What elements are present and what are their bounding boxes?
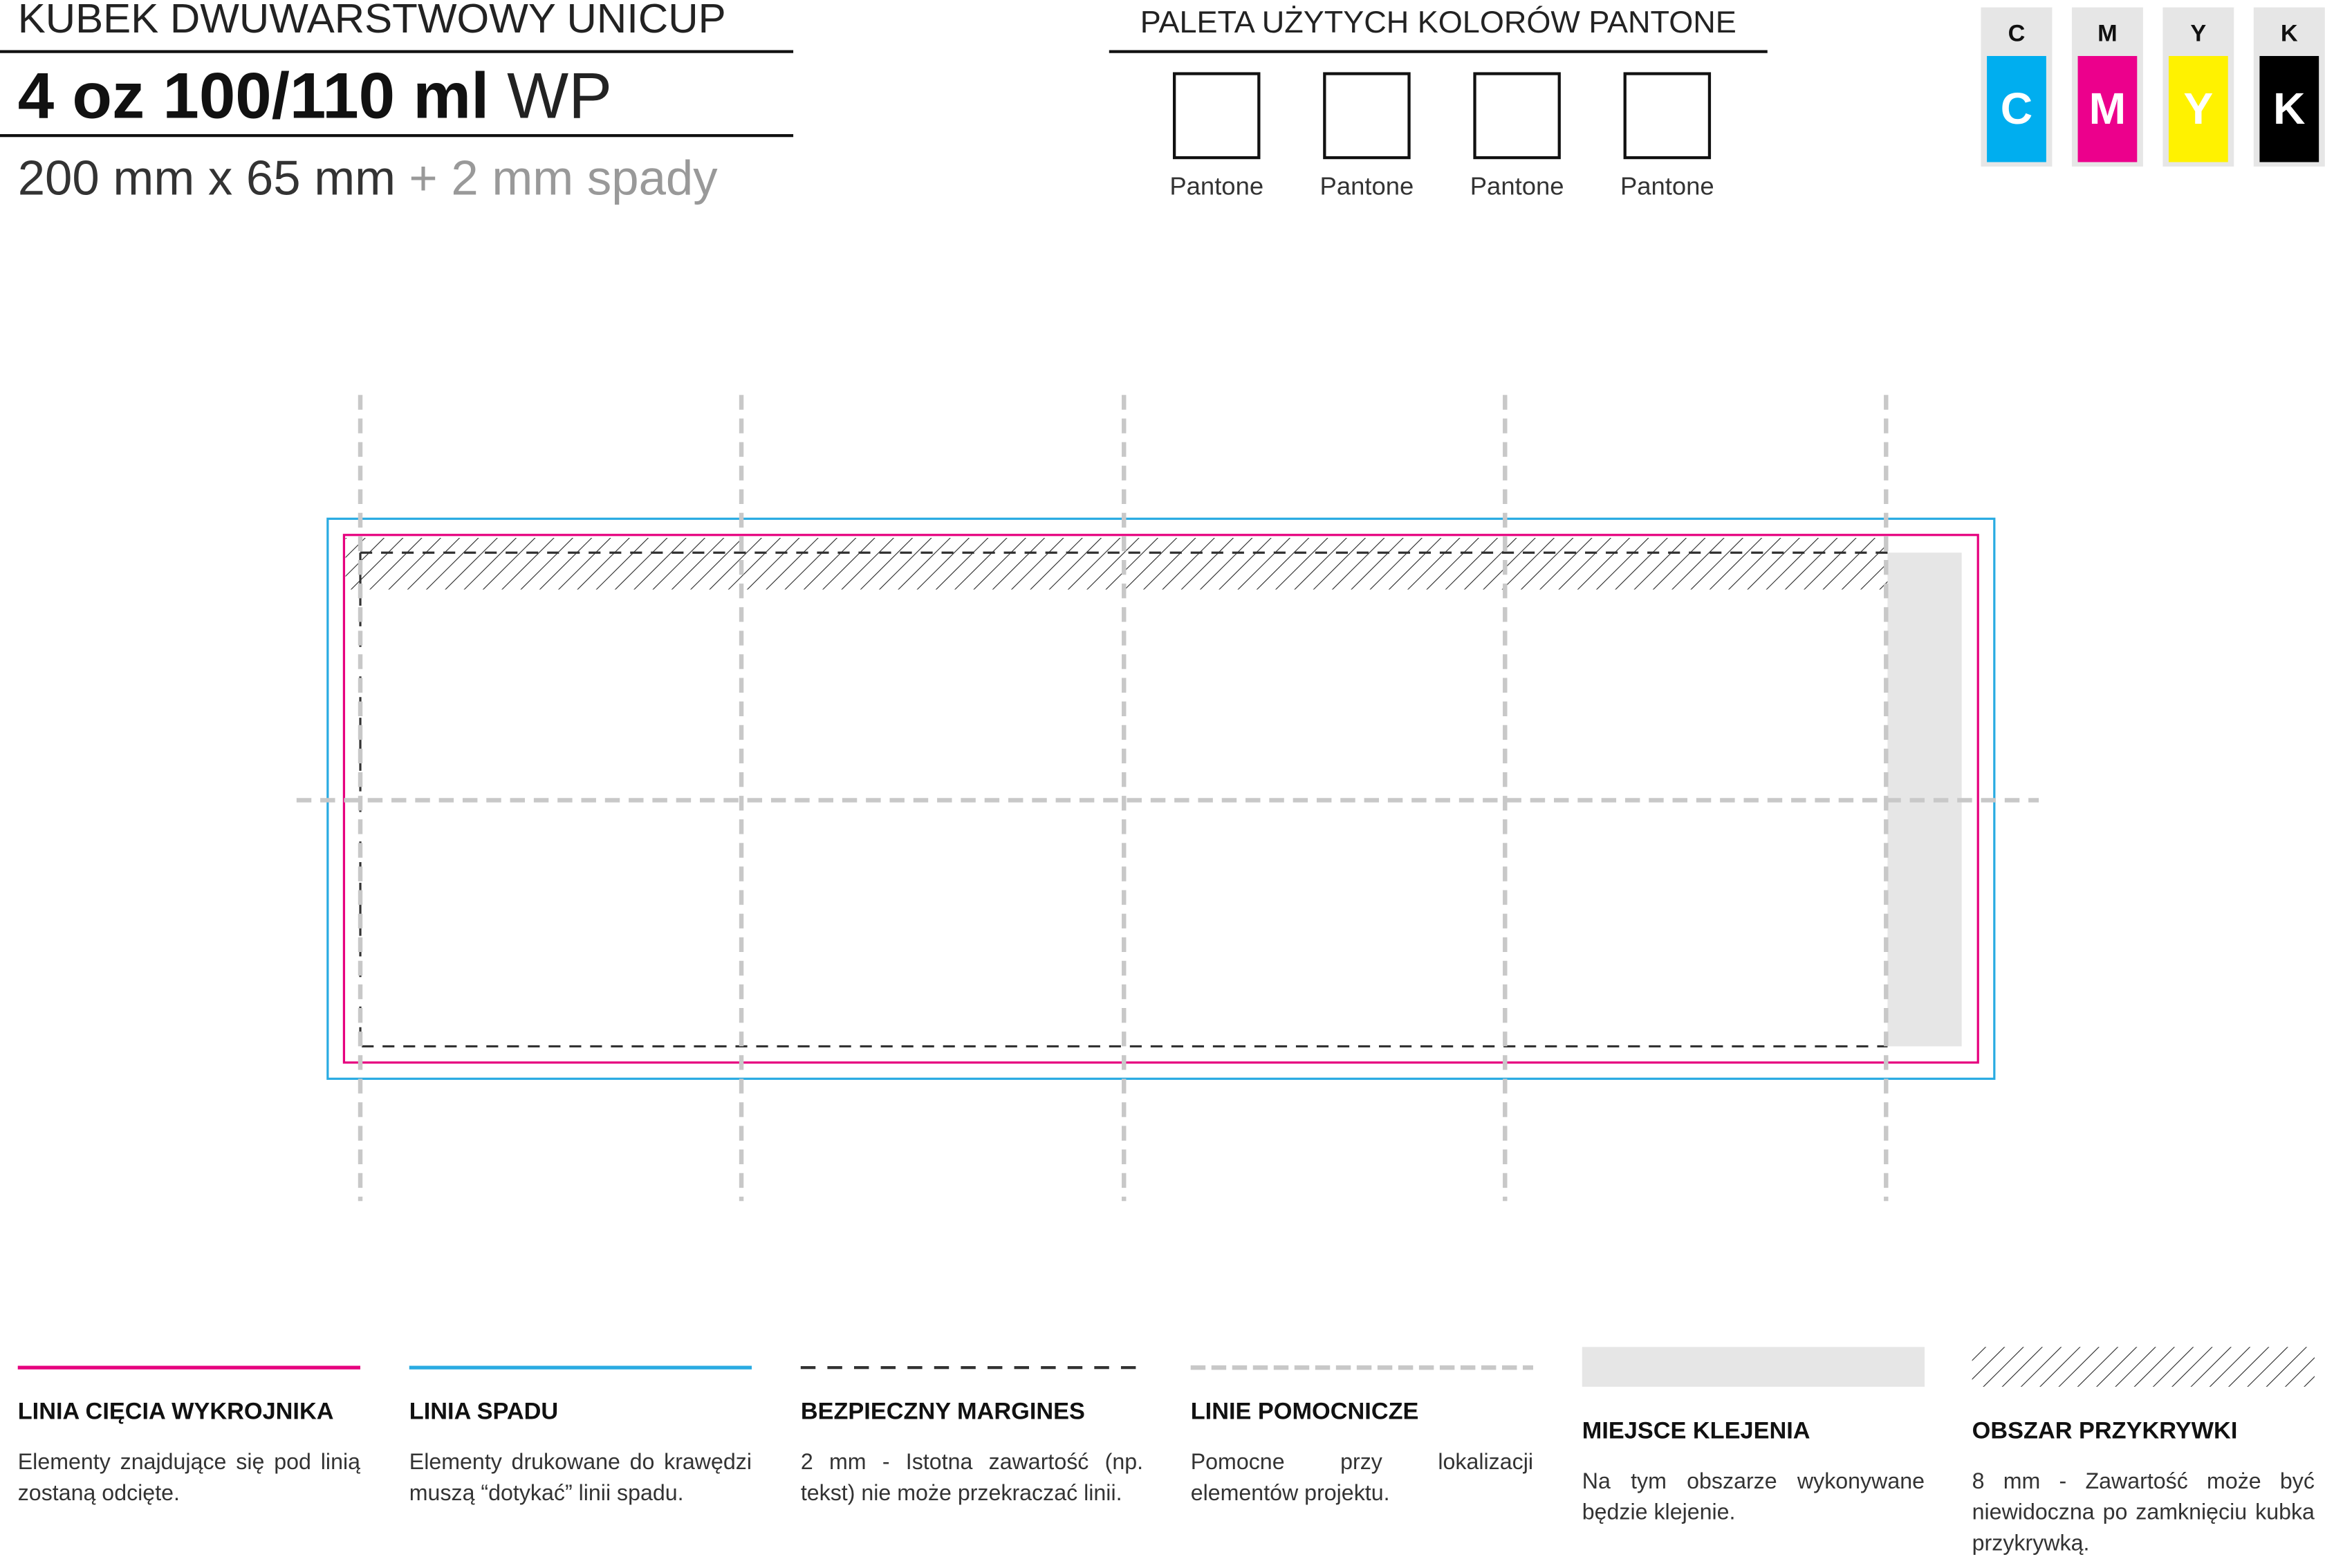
pantone-label: Pantone bbox=[1320, 171, 1414, 200]
cmyk-header: C bbox=[2008, 21, 2026, 47]
cmyk-header: Y bbox=[2190, 21, 2206, 47]
cmyk-letter: Y bbox=[2183, 84, 2213, 133]
legend-text: Elementy znajdujące się pod linią zostan… bbox=[17, 1450, 361, 1506]
size: 200 mm x 65 mm bbox=[18, 151, 396, 205]
cmyk-letter: M bbox=[2089, 84, 2127, 133]
pantone-label: Pantone bbox=[1169, 171, 1263, 200]
product-name: KUBEK DWUWARSTWOWY UNICUP bbox=[18, 0, 726, 41]
cmyk-swatch bbox=[2077, 56, 2138, 162]
cmyk-header: M bbox=[2097, 21, 2118, 47]
cmyk-header: K bbox=[2281, 21, 2298, 47]
cmyk-swatch bbox=[2259, 56, 2319, 162]
dimensions: 200 mm x 65 mm + 2 mm spady bbox=[18, 151, 719, 205]
cmyk-letter: K bbox=[2273, 84, 2305, 133]
legend-title: LINIA CIĘCIA WYKROJNIKA bbox=[17, 1400, 334, 1426]
guides bbox=[296, 395, 2039, 1202]
legend-text: Elementy drukowane do krawędzi muszą “do… bbox=[409, 1450, 752, 1506]
legend-title: MIEJSCE KLEJENIA bbox=[1582, 1419, 1810, 1444]
legend-title: LINIA SPADU bbox=[409, 1400, 559, 1426]
cmyk-swatch bbox=[2168, 56, 2228, 162]
lid-area bbox=[345, 538, 1888, 590]
title-bold: 4 oz 100/110 ml bbox=[18, 59, 490, 132]
pantone-swatch bbox=[1473, 72, 1561, 160]
title: 4 oz 100/110 ml WP bbox=[18, 59, 612, 132]
pantone-label: Pantone bbox=[1620, 171, 1714, 200]
legend-text: Pomocne przy lokalizacji elementów proje… bbox=[1190, 1450, 1533, 1506]
safe-margin bbox=[359, 551, 1888, 1048]
cmyk-letter: C bbox=[2001, 84, 2032, 133]
pantone-label: Pantone bbox=[1470, 171, 1564, 200]
legend-text: 8 mm - Zawartość może być niewidoczna po… bbox=[1972, 1469, 2315, 1556]
legend-text: 2 mm - Istotna zawartość (np. tekst) nie… bbox=[800, 1450, 1144, 1506]
pantone-swatch bbox=[1623, 72, 1712, 160]
pantone-swatch bbox=[1172, 72, 1261, 160]
sample-lid bbox=[1972, 1347, 2315, 1387]
pantone-swatch bbox=[1323, 72, 1411, 160]
legend-title: OBSZAR PRZYKRYWKI bbox=[1972, 1419, 2238, 1444]
bleed: + 2 mm spady bbox=[409, 151, 718, 205]
cmyk-swatch bbox=[1987, 56, 2046, 162]
title-light: WP bbox=[507, 59, 612, 132]
cut-line bbox=[342, 534, 1979, 1064]
palette-title: PALETA UŻYTYCH KOLORÓW PANTONE bbox=[1140, 4, 1736, 39]
legend-title: LINIE POMOCNICZE bbox=[1190, 1400, 1419, 1426]
legend-title: BEZPIECZNY MARGINES bbox=[800, 1400, 1085, 1426]
sample-glue bbox=[1582, 1347, 1925, 1387]
legend-text: Na tym obszarze wykonywane będzie klejen… bbox=[1582, 1469, 1925, 1526]
